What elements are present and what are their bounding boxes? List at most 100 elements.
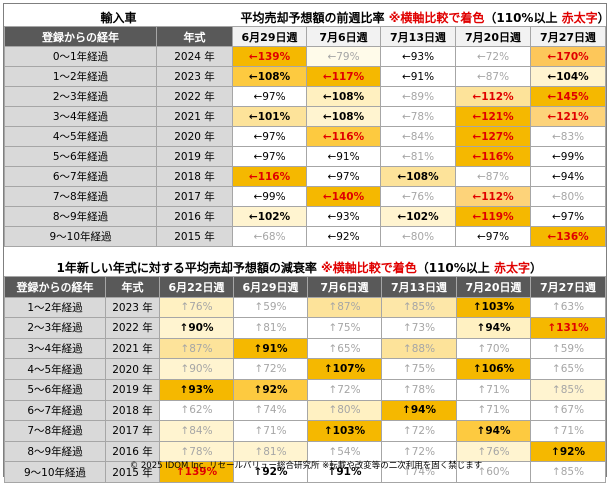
ratio-cell: ↑59%	[530, 337, 606, 360]
table1-title-main: 平均売却予想額の前週比率	[240, 11, 389, 25]
ratio-cell: ↑65%	[307, 337, 382, 360]
model-year: 2021 年	[155, 106, 234, 127]
ratio-cell: ↑71%	[456, 399, 531, 422]
ratio-cell: ←145%	[530, 86, 607, 107]
column-header: 7月27日週	[530, 276, 606, 298]
model-year: 2019 年	[105, 378, 160, 401]
ratio-cell: ↑94%	[456, 317, 531, 339]
model-year: 2018 年	[155, 166, 234, 187]
table1-left-title: 輸入車	[4, 9, 233, 27]
column-header: 7月6日週	[307, 276, 382, 298]
table1-title-note2: （110%以上	[484, 11, 562, 25]
column-header: 6月29日週	[232, 26, 308, 47]
model-year: 2021 年	[105, 337, 160, 360]
ratio-cell: ↑75%	[307, 317, 382, 339]
ratio-cell: ↑131%	[530, 317, 606, 339]
table-row: 6～7年経過 2018 年 ↑62% ↑74% ↑80% ↑94% ↑71% ↑67%	[4, 399, 606, 422]
ratio-cell: ↑65%	[530, 358, 606, 380]
column-header: 年式	[155, 26, 234, 47]
ratio-cell: ←116%	[232, 166, 308, 187]
table-row: 5～6年経過 2019 年 ←97% ←91% ←81% ←116% ←99%	[4, 146, 607, 167]
column-header: 7月13日週	[381, 276, 457, 298]
ratio-cell: ←97%	[530, 206, 607, 227]
ratio-cell: ←112%	[455, 186, 532, 207]
weekly-ratio-table: 輸入車 平均売却予想額の前週比率 ※横軸比較で着色（110%以上 赤太字） 登録…	[4, 9, 607, 247]
row-label: 1～2年経過	[4, 66, 157, 87]
row-label: 3～4年経過	[4, 106, 157, 127]
ratio-cell: ←87%	[455, 66, 532, 87]
decay-rate-table: 1年新しい年式に対する平均売却予想額の減衰率 ※横軸比較で着色（110%以上 赤…	[4, 259, 606, 483]
ratio-cell: ←68%	[232, 226, 308, 247]
ratio-cell: ←116%	[306, 126, 382, 147]
model-year: 2023 年	[155, 66, 234, 87]
ratio-cell: ←121%	[455, 106, 532, 127]
ratio-cell: ←102%	[232, 206, 308, 227]
ratio-cell: ←97%	[232, 126, 308, 147]
model-year: 2015 年	[105, 461, 160, 483]
ratio-cell: ←116%	[455, 146, 532, 167]
ratio-cell: ↑78%	[159, 440, 234, 463]
column-header: 7月27日週	[530, 26, 607, 47]
ratio-cell: ↑87%	[159, 337, 234, 360]
ratio-cell: ←87%	[455, 166, 532, 187]
ratio-cell: ←101%	[232, 106, 308, 127]
model-year: 2017 年	[155, 186, 234, 207]
row-label: 9～10年経過	[4, 461, 106, 483]
ratio-cell: ↑59%	[233, 296, 308, 319]
table2-title-note: ※横軸比較で着色	[321, 261, 417, 275]
ratio-cell: ←112%	[455, 86, 532, 107]
table-row: 3～4年経過 2021 年 ←101% ←108% ←78% ←121% ←121%	[4, 106, 607, 127]
ratio-cell: ↑94%	[381, 399, 457, 422]
table1-caption-row: 輸入車 平均売却予想額の前週比率 ※横軸比較で着色（110%以上 赤太字）	[4, 9, 606, 27]
ratio-cell: ↑72%	[381, 440, 457, 463]
ratio-cell: ←79%	[306, 46, 382, 67]
column-header: 7月13日週	[380, 26, 457, 47]
model-year: 2022 年	[155, 86, 234, 107]
ratio-cell: ↑74%	[381, 461, 457, 483]
table2-title: 1年新しい年式に対する平均売却予想額の減衰率 ※横軸比較で着色（110%以上 赤…	[4, 259, 606, 277]
model-year: 2018 年	[105, 399, 160, 422]
ratio-cell: ←93%	[380, 46, 457, 67]
ratio-cell: ←136%	[530, 226, 607, 247]
model-year: 2016 年	[105, 440, 160, 463]
ratio-cell: ↑76%	[159, 296, 234, 319]
ratio-cell: ↑72%	[307, 378, 382, 401]
column-header: 登録からの経年	[4, 276, 106, 298]
column-header: 年式	[105, 276, 160, 298]
table2-header-row: 登録からの経年 年式 6月22日週 6月29日週 7月6日週 7月13日週 7月…	[4, 276, 606, 298]
ratio-cell: ←92%	[306, 226, 382, 247]
ratio-cell: ↑75%	[381, 358, 457, 380]
ratio-cell: ↑91%	[307, 461, 382, 483]
table1-title: 平均売却予想額の前週比率 ※横軸比較で着色（110%以上 赤太字）	[232, 9, 606, 27]
table-row: 0～1年経過 2024 年 ←139% ←79% ←93% ←72% ←170%	[4, 46, 607, 67]
column-header: 6月22日週	[159, 276, 234, 298]
row-label: 1～2年経過	[4, 296, 106, 319]
ratio-cell: ←139%	[232, 46, 308, 67]
ratio-cell: ←78%	[380, 106, 457, 127]
column-header: 7月20日週	[456, 276, 531, 298]
ratio-cell: ←117%	[306, 66, 382, 87]
ratio-cell: ←99%	[232, 186, 308, 207]
ratio-cell: ←99%	[530, 146, 607, 167]
model-year: 2024 年	[155, 46, 234, 67]
model-year: 2020 年	[105, 358, 160, 380]
table-row: 2～3年経過 2022 年 ←97% ←108% ←89% ←112% ←145%	[4, 86, 607, 107]
ratio-cell: ←76%	[380, 186, 457, 207]
ratio-cell: ←127%	[455, 126, 532, 147]
row-label: 4～5年経過	[4, 358, 106, 380]
ratio-cell: ↑71%	[233, 420, 308, 442]
ratio-cell: ←140%	[306, 186, 382, 207]
ratio-cell: ←97%	[232, 86, 308, 107]
ratio-cell: ←93%	[306, 206, 382, 227]
ratio-cell: ←80%	[530, 186, 607, 207]
table-row: 8～9年経過 2016 年 ←102% ←93% ←102% ←119% ←97%	[4, 206, 607, 227]
model-year: 2016 年	[155, 206, 234, 227]
row-label: 9～10年経過	[4, 226, 157, 247]
row-label: 4～5年経過	[4, 126, 157, 147]
table-row: 9～10年経過 2015 年 ↑139% ↑92% ↑91% ↑74% ↑60% ↑85%	[4, 461, 606, 483]
ratio-cell: ↑84%	[159, 420, 234, 442]
ratio-cell: ←94%	[530, 166, 607, 187]
row-label: 2～3年経過	[4, 317, 106, 339]
ratio-cell: ↑92%	[233, 378, 308, 401]
ratio-cell: ←84%	[380, 126, 457, 147]
